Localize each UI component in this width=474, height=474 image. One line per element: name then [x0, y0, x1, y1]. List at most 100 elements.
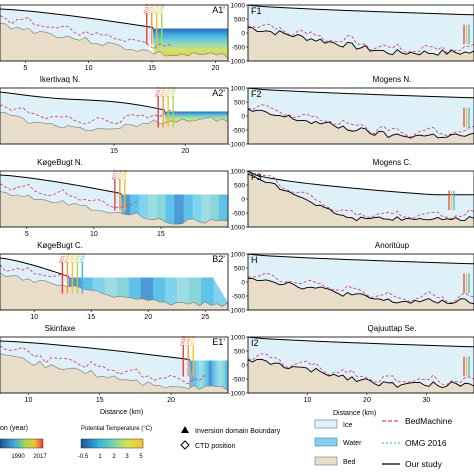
legend-our-study: Our study: [405, 459, 443, 469]
x-tick-label: 5: [25, 231, 29, 238]
x-tick-label: 15: [96, 397, 104, 404]
front-year-label: 2017: [143, 3, 152, 16]
front-year-label: 2017: [59, 252, 68, 265]
panel-caption: Qajuuttap Se.: [368, 324, 417, 333]
water-profile-stripe: [174, 194, 184, 227]
panel-caption: Anoritúup: [375, 241, 410, 250]
front-year-label: 2014: [116, 169, 125, 182]
right-panel: F2 1000 500 0 -500 -1000 Mogens C.: [228, 86, 474, 167]
panel-id: B2': [212, 254, 225, 264]
x-tick-label: 10: [304, 397, 312, 404]
x-tick-label: 20: [363, 397, 371, 404]
front-year-label: 1992: [69, 252, 78, 265]
y-tick-label: 500: [234, 17, 245, 24]
bedmachine-line: [247, 272, 474, 304]
our-study-line: [0, 8, 154, 29]
temp-tick-3: 3: [125, 454, 129, 460]
ice-area: [0, 92, 165, 131]
panel-frame: [0, 336, 229, 394]
y-tick-label: 1000: [231, 335, 246, 342]
legend-bed: Bed: [343, 459, 356, 466]
water-profile-stripe: [201, 194, 211, 227]
water-profile-stripe: [195, 360, 200, 393]
our-study-surface: [247, 170, 474, 196]
front-year-label: 2010: [164, 86, 173, 99]
temp-colorbar: [80, 438, 144, 449]
panel-frame: [0, 170, 229, 228]
y-tick-label: -500: [232, 128, 245, 135]
our-study-line: [0, 257, 69, 278]
our-study-bed: [247, 173, 474, 222]
y-tick-label: -1000: [228, 225, 245, 232]
water-profile-stripe: [192, 360, 197, 393]
water-profile-stripe: [221, 360, 226, 393]
water-profile-stripe: [219, 194, 229, 227]
right-panel: F3 1000 500 0 -500 -1000 Anoritúup: [228, 169, 474, 250]
bedmachine-line: [0, 264, 86, 284]
bedmachine-line: [247, 23, 474, 54]
x-tick-label: 5: [23, 65, 27, 72]
y-tick-label: -1000: [228, 308, 245, 315]
y-tick-label: -500: [232, 294, 245, 301]
bed-area: [0, 191, 229, 228]
right-panel: H 1000 500 0 -500 -1000 Qajuuttap Se.: [228, 252, 474, 333]
x-axis-label-left: Distance (km): [100, 409, 143, 416]
panel-id: E1': [212, 337, 225, 347]
bedmachine-line: [0, 183, 137, 209]
legend-bedmachine: BedMachine: [405, 416, 453, 426]
ice-area: [0, 9, 153, 52]
bedmachine-line: [247, 104, 474, 138]
panel-caption: Mogens C.: [373, 158, 412, 167]
front-year-label: 1972: [189, 335, 198, 348]
year-colorbar: [0, 438, 44, 449]
water-profile-stripe: [218, 360, 223, 393]
ice-area: [248, 5, 474, 56]
water-profile-stripe: [188, 277, 202, 310]
our-study-line: [0, 174, 122, 195]
x-tick-label: 20: [181, 148, 189, 155]
front-year-label: 1981: [74, 252, 83, 265]
temp-tick-2: 2: [112, 454, 116, 460]
legend-omg: OMG 2016: [405, 438, 447, 448]
bedmachine-line: [0, 15, 172, 50]
panel-id: I2: [251, 338, 259, 348]
x-tick-label: 10: [85, 65, 93, 72]
ice-area: [0, 258, 69, 286]
front-year-label: 1990: [158, 3, 167, 16]
ice-area: [248, 88, 474, 139]
y-tick-label: 0: [241, 114, 245, 121]
water-profile-stripe: [138, 194, 149, 227]
water-profile-stripe: [205, 360, 210, 393]
our-study-bed: [247, 27, 474, 56]
y-tick-label: 0: [241, 363, 245, 370]
bed-area: [0, 272, 229, 311]
x-tick-label: 25: [201, 314, 209, 321]
panel-caption: Mogens N.: [373, 75, 412, 84]
y-tick-label: 1000: [231, 169, 246, 176]
front-year-label: 2010: [153, 3, 162, 16]
panel-caption: Ikertivaq N.: [40, 75, 80, 84]
water-profile-stripe: [147, 194, 158, 227]
front-year-label: 1990: [121, 169, 130, 182]
our-study-bed: [247, 277, 474, 305]
year-tick-2017: 2017: [33, 454, 47, 460]
y-tick-label: 500: [234, 100, 245, 107]
y-tick-label: 1000: [231, 86, 246, 93]
y-tick-label: 1000: [231, 252, 246, 259]
our-study-surface: [247, 87, 474, 99]
x-tick-label: 20: [211, 65, 219, 72]
panel-caption: Skinfaxe: [45, 324, 76, 333]
right-panel: F1 1000 500 0 -500 -1000 Mogens N.: [228, 3, 474, 84]
x-axis-label-right: Distance (km): [333, 410, 376, 417]
panel-caption: KøgeBugt C.: [37, 241, 83, 250]
x-tick-label: 15: [110, 148, 118, 155]
panel-frame: [0, 4, 229, 62]
x-tick-label: 10: [30, 314, 38, 321]
panel-id: A1': [212, 5, 225, 15]
water-profile-stripe: [211, 360, 216, 393]
